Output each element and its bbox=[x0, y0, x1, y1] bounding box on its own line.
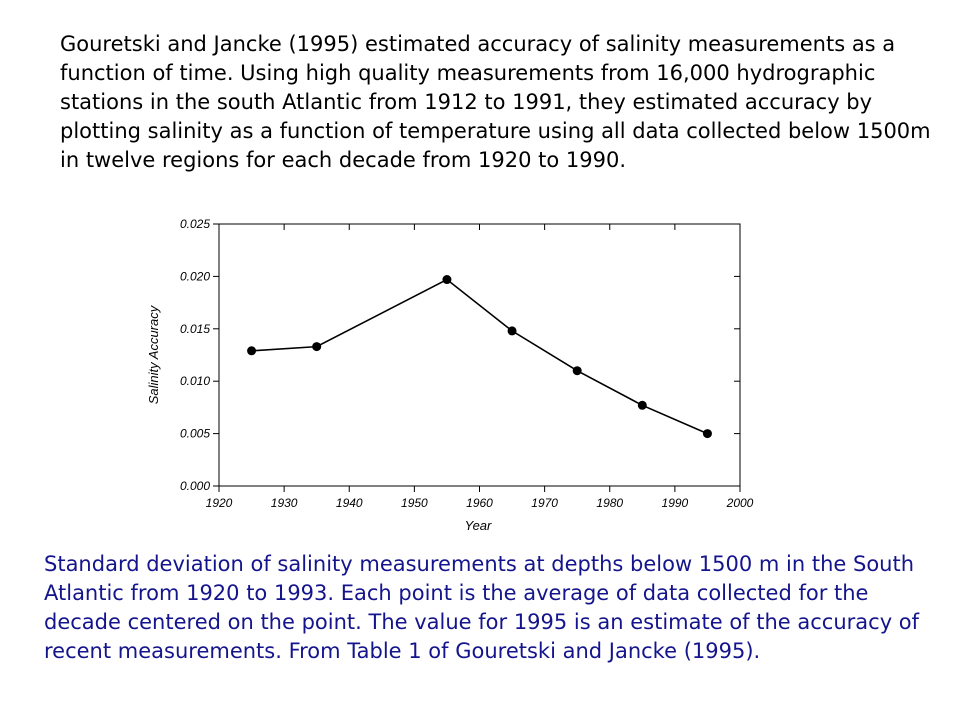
intro-paragraph: Gouretski and Jancke (1995) estimated ac… bbox=[60, 30, 940, 175]
data-point bbox=[637, 400, 647, 410]
data-point bbox=[247, 346, 257, 356]
data-point bbox=[507, 326, 517, 336]
data-point bbox=[702, 429, 712, 439]
plot-border bbox=[218, 223, 741, 487]
y-tick-label: 0.010 bbox=[180, 374, 210, 388]
x-tick-label: 1960 bbox=[466, 496, 493, 510]
x-tick-label: 1930 bbox=[271, 496, 298, 510]
data-point bbox=[572, 366, 582, 376]
y-tick-label: 0.020 bbox=[180, 269, 210, 283]
intro-text: Gouretski and Jancke (1995) estimated ac… bbox=[60, 32, 931, 172]
y-axis-ticks: 0.000 0.005 0.010 0.015 0.020 0.025 bbox=[180, 217, 740, 493]
x-tick-label: 1990 bbox=[662, 496, 689, 510]
x-tick-label: 1980 bbox=[596, 496, 623, 510]
x-axis-ticks: 1920 1930 1940 1950 1960 1970 1980 1990 2000 bbox=[206, 224, 754, 510]
y-tick-label: 0.005 bbox=[180, 427, 210, 441]
y-axis-label: Salinity Accuracy bbox=[146, 304, 161, 404]
x-tick-label: 1940 bbox=[336, 496, 363, 510]
x-tick-label: 1920 bbox=[206, 496, 233, 510]
y-tick-label: 0.025 bbox=[180, 217, 210, 231]
x-axis-label: Year bbox=[465, 518, 492, 533]
figure-caption: Standard deviation of salinity measureme… bbox=[44, 550, 924, 666]
plot-frame bbox=[218, 223, 741, 487]
data-point bbox=[442, 275, 452, 285]
caption-text: Standard deviation of salinity measureme… bbox=[44, 552, 920, 663]
series-line bbox=[251, 278, 708, 435]
x-tick-label: 1950 bbox=[401, 496, 428, 510]
y-tick-label: 0.015 bbox=[180, 322, 210, 336]
x-tick-label: 2000 bbox=[726, 496, 754, 510]
x-tick-label: 1970 bbox=[531, 496, 558, 510]
data-point bbox=[312, 342, 322, 352]
y-tick-label: 0.000 bbox=[180, 479, 210, 493]
data-series bbox=[247, 275, 712, 439]
